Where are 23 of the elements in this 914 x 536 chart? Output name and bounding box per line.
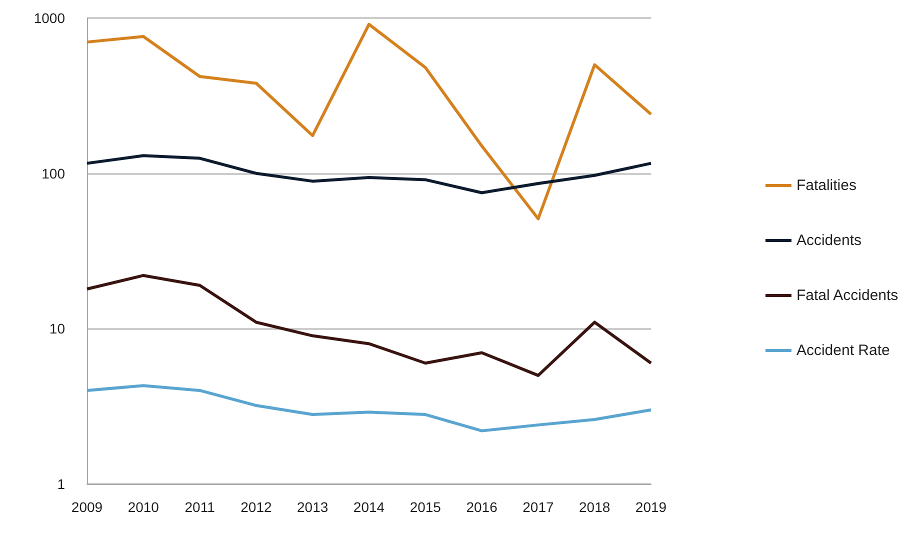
x-tick-label: 2012 bbox=[240, 499, 272, 515]
legend-label: Fatal Accidents bbox=[796, 287, 898, 304]
y-tick-label: 10 bbox=[49, 320, 66, 337]
legend-label: Accident Rate bbox=[796, 342, 890, 359]
line-series bbox=[86, 274, 652, 377]
line-series bbox=[86, 384, 652, 432]
line-series bbox=[86, 22, 652, 220]
x-tick-label: 2014 bbox=[353, 499, 385, 515]
y-tick-label: 1 bbox=[57, 476, 66, 492]
line-series bbox=[86, 154, 652, 194]
x-tick-label: 2009 bbox=[71, 499, 103, 515]
legend-label: Fatalities bbox=[796, 177, 856, 194]
x-tick-label: 2015 bbox=[410, 499, 442, 515]
x-tick-label: 2011 bbox=[184, 499, 216, 515]
legend-label: Accidents bbox=[796, 232, 862, 249]
y-tick-label: 1000 bbox=[34, 10, 66, 26]
x-tick-label: 2018 bbox=[579, 499, 610, 515]
x-tick-label: 2010 bbox=[128, 499, 160, 515]
x-tick-label: 2013 bbox=[297, 499, 328, 515]
x-tick-label: 2017 bbox=[522, 499, 554, 515]
x-tick-label: 2016 bbox=[466, 499, 498, 515]
y-tick-label: 100 bbox=[42, 165, 66, 182]
x-tick-label: 2019 bbox=[635, 499, 667, 515]
